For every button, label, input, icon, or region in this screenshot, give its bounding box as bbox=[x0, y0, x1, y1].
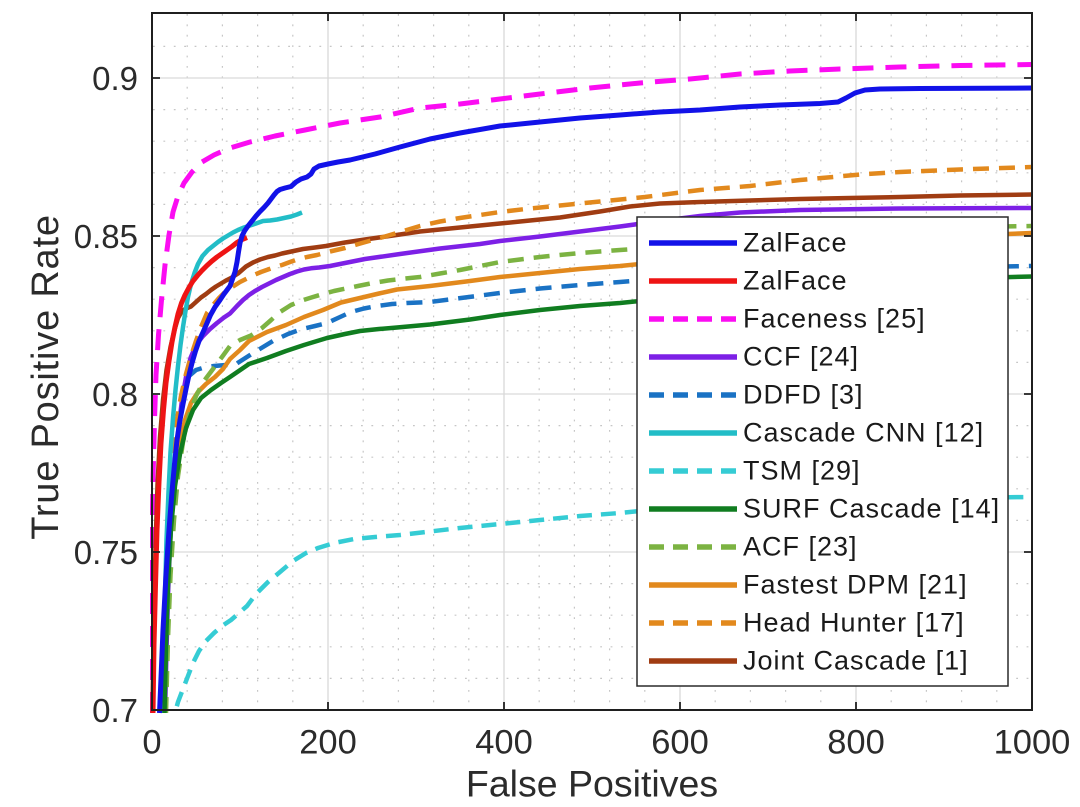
svg-text:TSM [29]: TSM [29] bbox=[743, 456, 861, 486]
svg-text:200: 200 bbox=[299, 724, 357, 762]
svg-text:Head Hunter [17]: Head Hunter [17] bbox=[743, 608, 965, 638]
svg-text:0.9: 0.9 bbox=[92, 60, 138, 97]
svg-text:400: 400 bbox=[475, 724, 533, 762]
svg-text:0.7: 0.7 bbox=[92, 692, 138, 729]
svg-text:0: 0 bbox=[142, 724, 161, 762]
svg-text:ZalFace: ZalFace bbox=[743, 228, 848, 258]
svg-text:CCF [24]: CCF [24] bbox=[743, 342, 859, 372]
svg-text:600: 600 bbox=[651, 724, 709, 762]
svg-text:0.75: 0.75 bbox=[74, 534, 138, 571]
svg-text:DDFD [3]: DDFD [3] bbox=[743, 380, 864, 410]
svg-text:Joint Cascade [1]: Joint Cascade [1] bbox=[743, 646, 969, 676]
svg-text:800: 800 bbox=[827, 724, 885, 762]
svg-text:ACF [23]: ACF [23] bbox=[743, 532, 858, 562]
svg-text:0.85: 0.85 bbox=[74, 218, 138, 255]
svg-text:True Positive Rate: True Positive Rate bbox=[25, 214, 67, 540]
svg-text:Faceness [25]: Faceness [25] bbox=[743, 304, 926, 334]
svg-text:ZalFace: ZalFace bbox=[743, 266, 848, 296]
svg-text:Fastest DPM [21]: Fastest DPM [21] bbox=[743, 570, 968, 600]
svg-text:1000: 1000 bbox=[994, 724, 1071, 762]
svg-text:Cascade CNN [12]: Cascade CNN [12] bbox=[743, 418, 984, 448]
svg-text:0.8: 0.8 bbox=[92, 376, 138, 413]
svg-text:SURF Cascade [14]: SURF Cascade [14] bbox=[743, 494, 1000, 524]
svg-text:False Positives: False Positives bbox=[466, 763, 718, 805]
